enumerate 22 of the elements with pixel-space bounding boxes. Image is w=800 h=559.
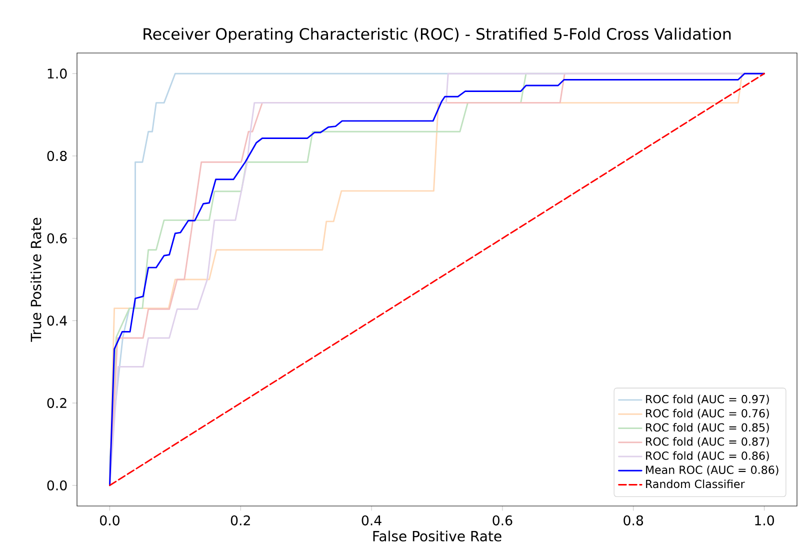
legend-label: ROC fold (AUC = 0.76) (646, 408, 769, 419)
legend-label: ROC fold (AUC = 0.87) (646, 437, 769, 448)
chart-title: Receiver Operating Characteristic (ROC) - Stratified 5-Fold Cross Validation (144, 28, 731, 43)
x-tick-label: 0.6 (492, 515, 512, 526)
x-tick-label: 1.0 (755, 515, 774, 526)
x-tick-label: 0.2 (230, 515, 250, 526)
x-axis-title: False Positive Rate (373, 530, 502, 542)
legend-label: ROC fold (AUC = 0.85) (646, 423, 769, 433)
legend-label: Mean ROC (AUC = 0.86) (646, 465, 778, 476)
legend-label: ROC fold (AUC = 0.86) (646, 451, 769, 462)
y-tick-label: 0.8 (47, 150, 67, 161)
y-tick-label: 1.0 (48, 68, 67, 79)
x-tick-label: 0.0 (100, 515, 120, 526)
y-tick-label: 0.2 (47, 398, 66, 408)
x-tick-label: 0.8 (624, 515, 644, 526)
y-axis-title: True Positive Rate (30, 218, 42, 342)
y-tick-label: 0.4 (47, 316, 67, 326)
legend-label: ROC fold (AUC = 0.97) (646, 394, 769, 405)
legend-label: Random Classifier (646, 480, 745, 488)
x-tick-label: 0.4 (362, 515, 382, 526)
y-tick-label: 0.0 (47, 480, 67, 490)
y-tick-label: 0.6 (47, 233, 67, 244)
